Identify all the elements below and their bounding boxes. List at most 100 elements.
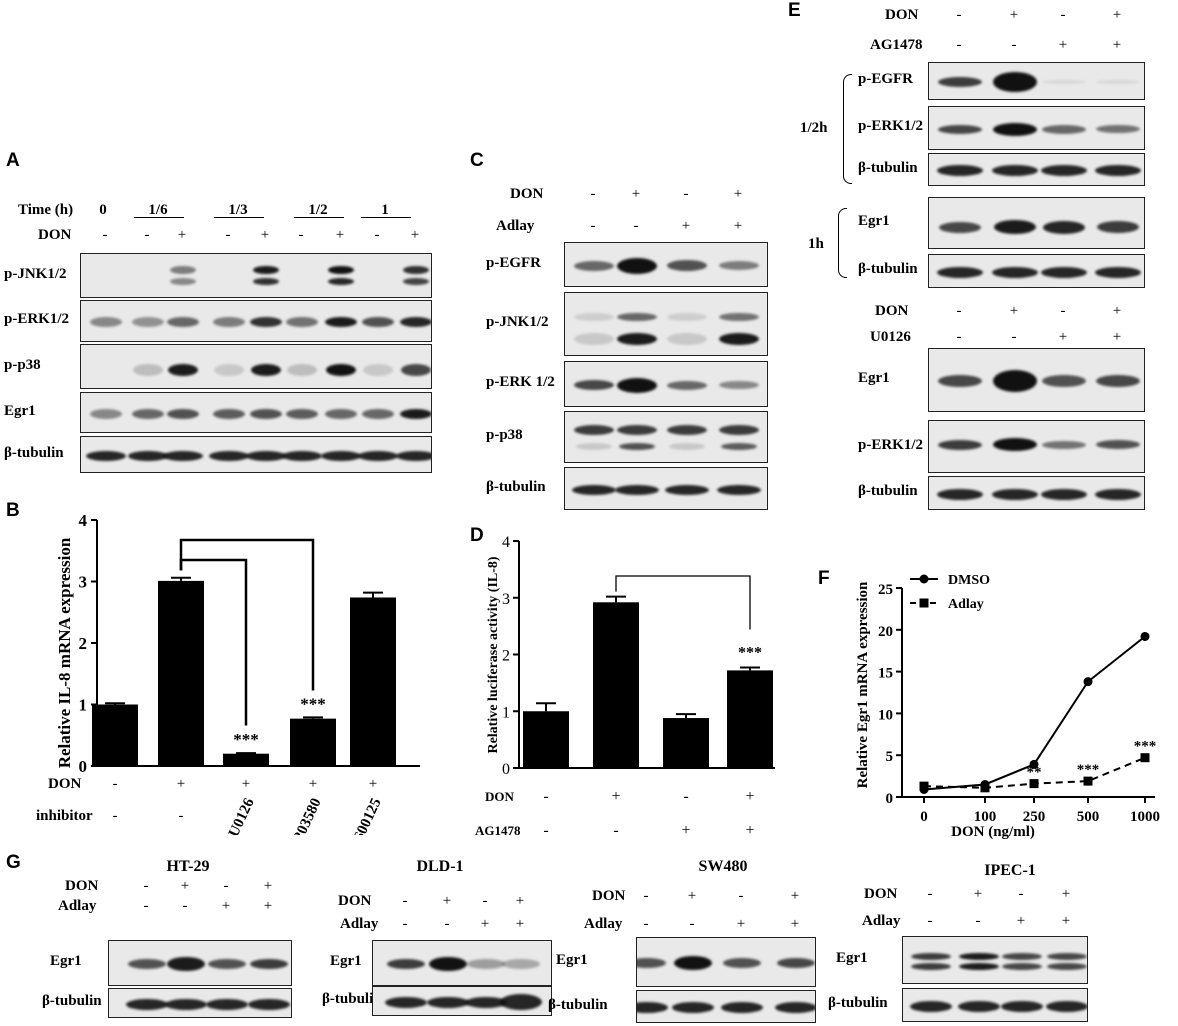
blot-label-egr1-g: Egr1 [556,952,588,968]
protein-band [665,484,709,495]
blot-β-tubulin [564,467,768,510]
blot-Egr1 [928,197,1145,249]
blot-β-tubulin [80,436,432,473]
don-sign-e-top: + [1009,7,1019,23]
protein-band [1095,488,1141,500]
protein-band [1041,488,1087,500]
protein-band [993,72,1037,92]
don-sign-e-top: - [956,7,962,23]
blot-label-tubulin-g: β-tubulin [42,993,102,1009]
ag-sign-e: - [1011,37,1017,53]
row-label-adlay-g: Adlay [862,913,901,929]
y-tick-label-f: 5 [886,749,894,765]
protein-band [250,959,288,969]
protein-band [1095,266,1141,278]
protein-band [358,450,398,461]
protein-band [253,278,279,285]
y-tick-label-b: 2 [79,634,88,653]
protein-band [1042,80,1086,84]
protein-band [1047,962,1087,970]
protein-band [1002,952,1042,960]
protein-band [574,333,614,345]
u0126-sign-e: - [956,329,962,345]
protein-band [90,317,122,327]
panel-letter-c: C [470,150,484,171]
protein-band [574,313,614,321]
row-label-adlay-g: Adlay [58,898,97,914]
y-tick-label-d: 2 [502,648,510,665]
protein-band [992,488,1038,500]
protein-band [1002,962,1042,970]
protein-band [1047,952,1087,960]
protein-band [775,1002,815,1013]
protein-band [287,363,317,376]
protein-band [938,375,982,387]
legend-marker-adlay [919,598,929,608]
protein-band [1096,440,1140,449]
bar-d [523,711,569,768]
significance-bracket-d [615,575,751,630]
bar-b [350,597,396,766]
protein-band [719,333,759,345]
y-axis-label-b: Relative IL-8 mRNA expression [55,537,74,768]
protein-band [403,278,429,285]
blot-label-e: p-ERK1/2 [858,436,924,453]
group-label-one-hour: 1h [808,236,824,252]
protein-band [1096,125,1140,133]
row-label-ag1478-e: AG1478 [870,37,923,53]
don-sign-b: + [309,776,317,792]
protein-band [959,952,999,960]
time-underline [294,217,344,218]
blot-tubulin-DLD-1 [372,986,552,1016]
protein-band [911,962,951,970]
don-sign-e-mid: + [1112,303,1122,319]
don-sign-g: - [482,893,488,909]
protein-band [1042,440,1086,449]
point-adlay [1083,776,1093,786]
don-sign-c: - [683,186,689,202]
y-tick-label-b: 4 [79,511,88,530]
ag-sign-d: - [613,822,618,839]
don-sign-g: + [790,888,800,904]
protein-band [86,450,126,461]
panel-letter-f: F [818,568,830,589]
blot-label-c: p-JNK1/2 [486,314,549,330]
protein-band [719,313,759,321]
protein-band [246,450,286,461]
blot-label-a: p-ERK1/2 [4,311,70,327]
protein-band [1001,1000,1043,1012]
protein-band [214,363,244,376]
row-label-don-g: DON [592,888,626,904]
adlay-sign-g: + [1016,913,1026,929]
protein-band [1041,165,1087,176]
protein-band [1046,1000,1087,1012]
blot-Egr1 [928,348,1145,412]
cell-line-title: IPEC-1 [984,862,1036,879]
don-sign-g: + [263,878,273,894]
blot-Egr1 [80,392,432,433]
blot-label-e: p-ERK1/2 [858,118,924,134]
row-label-don-b: DON [48,776,82,792]
row-label-ag1478-d: AG1478 [475,823,521,838]
protein-band [209,450,249,461]
protein-band [637,1002,668,1013]
adlay-sign-g: + [263,898,273,914]
time-label: 1/2 [308,202,328,218]
x-tick-label-f: 500 [1077,809,1100,825]
protein-band [286,317,318,327]
blot-p-EGFR [928,62,1145,100]
blot-label-c: p-ERK 1/2 [486,374,555,390]
blot-label-e: β-tubulin [858,261,918,277]
protein-band [937,165,983,176]
panel-letter-b: B [6,500,20,521]
protein-band [910,1000,952,1012]
adlay-sign-g: + [515,916,525,932]
ag-sign-d: + [681,822,690,839]
protein-band [401,363,431,376]
protein-band [777,958,815,968]
protein-band [132,317,164,327]
row-label-don-g: DON [65,878,99,894]
protein-band [429,957,467,971]
point-adlay [1029,779,1039,789]
protein-band [282,450,322,461]
